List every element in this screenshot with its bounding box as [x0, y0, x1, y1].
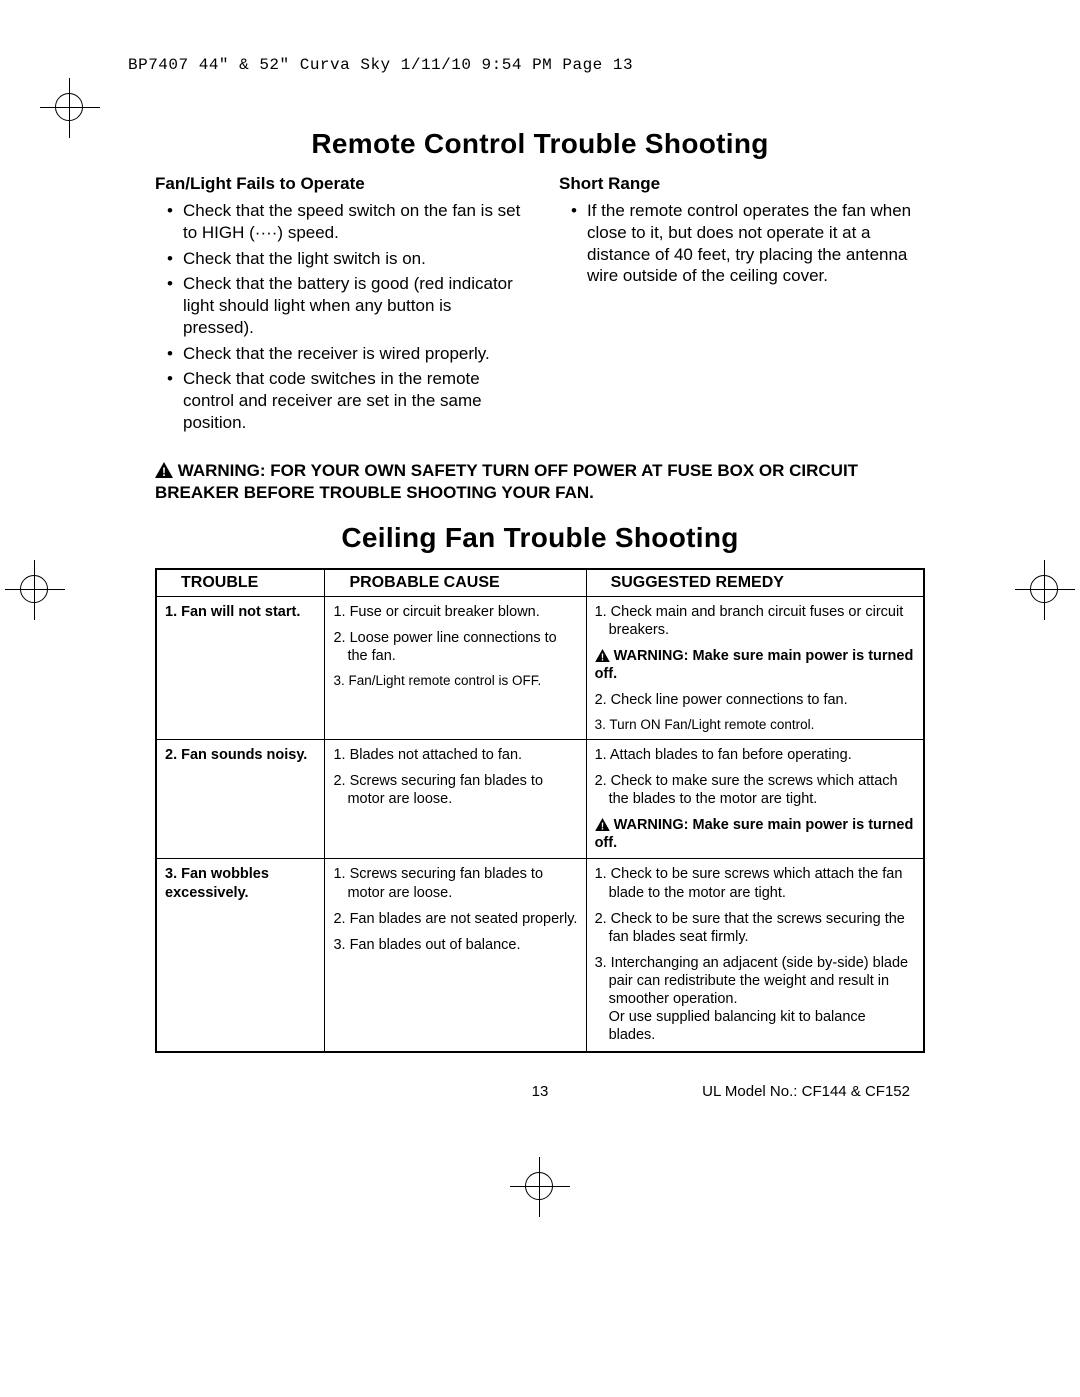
cell-remedy: 1. Check to be sure screws which attach …	[586, 859, 924, 1052]
page: BP7407 44" & 52" Curva Sky 1/11/10 9:54 …	[0, 0, 1080, 1397]
subheading-right: Short Range	[559, 174, 925, 194]
remedy-item: 1. Attach blades to fan before operating…	[595, 746, 915, 764]
warning-triangle-icon: !	[155, 462, 173, 478]
registration-mark-icon	[40, 78, 100, 138]
registration-mark-icon	[5, 560, 65, 620]
registration-mark-icon	[1015, 560, 1075, 620]
cause-item: 2. Fan blades are not seated properly.	[333, 910, 577, 928]
cell-remedy: 1. Attach blades to fan before operating…	[586, 739, 924, 859]
table-body: 1. Fan will not start.1. Fuse or circuit…	[156, 596, 924, 1051]
table-header-row: TROUBLE PROBABLE CAUSE SUGGESTED REMEDY	[156, 569, 924, 597]
cell-cause: 1. Blades not attached to fan. 2. Screws …	[325, 739, 586, 859]
cell-trouble: 3. Fan wobbles excessively.	[156, 859, 325, 1052]
cause-item: 1. Fuse or circuit breaker blown.	[333, 603, 577, 621]
bullet-item: Check that the light switch is on.	[155, 248, 521, 270]
cause-item: 1. Screws securing fan blades to motor a…	[333, 865, 577, 901]
subheading-left: Fan/Light Fails to Operate	[155, 174, 521, 194]
th-trouble: TROUBLE	[156, 569, 325, 597]
svg-text:!: !	[162, 465, 166, 478]
remedy-item: 2. Check line power connections to fan.	[595, 691, 915, 709]
page-number: 13	[0, 1083, 1080, 1100]
remedy-item: 1. Check main and branch circuit fuses o…	[595, 603, 915, 639]
remedy-item: 2. Check to make sure the screws which a…	[595, 772, 915, 808]
cell-cause: 1. Screws securing fan blades to motor a…	[325, 859, 586, 1052]
content-area: Remote Control Trouble Shooting Fan/Ligh…	[155, 120, 925, 1053]
section-title-remote: Remote Control Trouble Shooting	[155, 128, 925, 160]
registration-mark-icon	[510, 1157, 570, 1217]
two-column-layout: Fan/Light Fails to Operate Check that th…	[155, 174, 925, 438]
cause-item: 2. Screws securing fan blades to motor a…	[333, 772, 577, 808]
bullet-list-right: If the remote control operates the fan w…	[559, 200, 925, 287]
remedy-item: 2. Check to be sure that the screws secu…	[595, 910, 915, 946]
cause-item: 3. Fan blades out of balance.	[333, 936, 577, 954]
cause-item: 2. Loose power line connections to the f…	[333, 629, 577, 665]
table-row: 3. Fan wobbles excessively.1. Screws sec…	[156, 859, 924, 1052]
table-row: 2. Fan sounds noisy.1. Blades not attach…	[156, 739, 924, 859]
model-number: UL Model No.: CF144 & CF152	[702, 1083, 910, 1100]
svg-text:!: !	[600, 822, 603, 832]
bullet-item: If the remote control operates the fan w…	[559, 200, 925, 287]
bullet-item: Check that the speed switch on the fan i…	[155, 200, 521, 244]
cell-trouble: 1. Fan will not start.	[156, 596, 325, 739]
th-cause: PROBABLE CAUSE	[325, 569, 586, 597]
troubleshoot-table: TROUBLE PROBABLE CAUSE SUGGESTED REMEDY …	[155, 568, 925, 1053]
remedy-item: 1. Check to be sure screws which attach …	[595, 865, 915, 901]
cell-cause: 1. Fuse or circuit breaker blown. 2. Loos…	[325, 596, 586, 739]
cause-item: 1. Blades not attached to fan.	[333, 746, 577, 764]
section-title-ceiling: Ceiling Fan Trouble Shooting	[155, 522, 925, 554]
warning-triangle-icon: !	[595, 649, 610, 662]
remedy-item: 3. Turn ON Fan/Light remote control.	[595, 717, 915, 733]
warning-label: WARNING:	[178, 461, 266, 480]
cell-remedy: 1. Check main and branch circuit fuses o…	[586, 596, 924, 739]
table-row: 1. Fan will not start.1. Fuse or circuit…	[156, 596, 924, 739]
remedy-item: ! WARNING: Make sure main power is turne…	[595, 816, 915, 852]
svg-text:!: !	[600, 652, 603, 662]
warning-triangle-icon: !	[595, 818, 610, 831]
cause-item: 3. Fan/Light remote control is OFF.	[333, 673, 577, 689]
right-column: Short Range If the remote control operat…	[559, 174, 925, 438]
remedy-item: 3. Interchanging an adjacent (side by-si…	[595, 954, 915, 1045]
cell-trouble: 2. Fan sounds noisy.	[156, 739, 325, 859]
troubleshoot-table-wrap: TROUBLE PROBABLE CAUSE SUGGESTED REMEDY …	[155, 568, 925, 1053]
remedy-item: ! WARNING: Make sure main power is turne…	[595, 647, 915, 683]
bullet-item: Check that the battery is good (red indi…	[155, 273, 521, 338]
warning-main: ! WARNING: FOR YOUR OWN SAFETY TURN OFF …	[155, 460, 925, 504]
bullet-item: Check that code switches in the remote c…	[155, 368, 521, 433]
th-remedy: SUGGESTED REMEDY	[586, 569, 924, 597]
left-column: Fan/Light Fails to Operate Check that th…	[155, 174, 521, 438]
print-header: BP7407 44" & 52" Curva Sky 1/11/10 9:54 …	[128, 56, 633, 74]
bullet-item: Check that the receiver is wired properl…	[155, 343, 521, 365]
bullet-list-left: Check that the speed switch on the fan i…	[155, 200, 521, 434]
